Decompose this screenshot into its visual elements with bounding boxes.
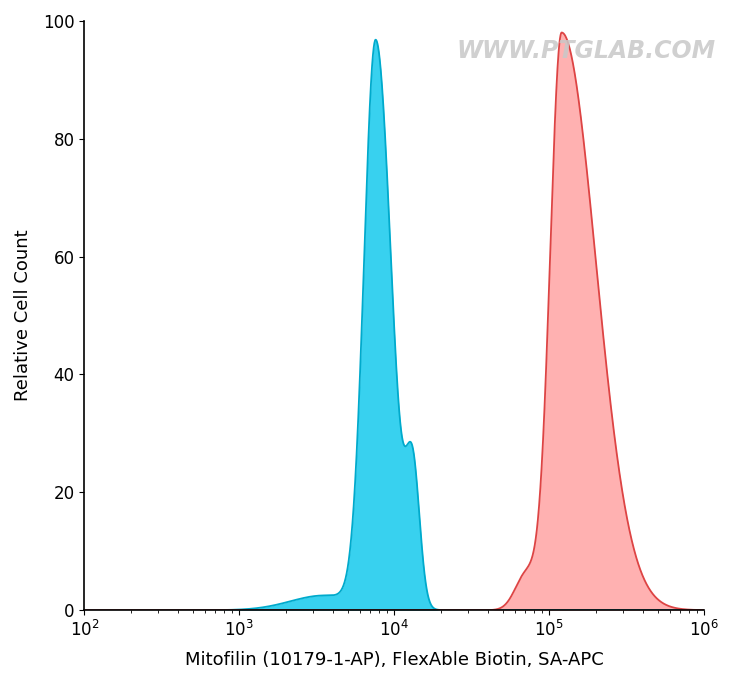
X-axis label: Mitofilin (10179-1-AP), FlexAble Biotin, SA-APC: Mitofilin (10179-1-AP), FlexAble Biotin,… [185,651,604,669]
Text: WWW.PTGLAB.COM: WWW.PTGLAB.COM [457,38,715,63]
Y-axis label: Relative Cell Count: Relative Cell Count [14,229,32,402]
